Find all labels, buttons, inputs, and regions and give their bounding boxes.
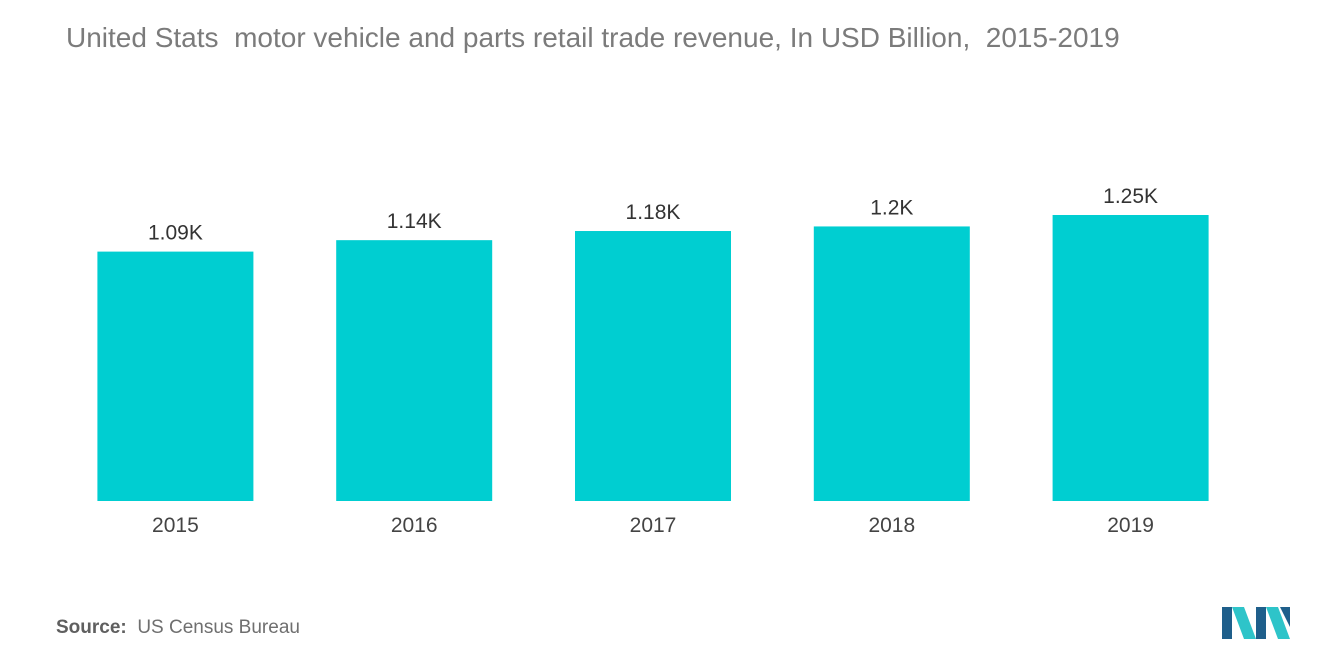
- x-tick-label-2015: 2015: [152, 514, 199, 537]
- chart-title: United Stats motor vehicle and parts ret…: [66, 22, 1120, 53]
- data-label-2017: 1.18K: [626, 201, 681, 224]
- bar-2016: [336, 240, 493, 501]
- x-tick-label-2018: 2018: [868, 514, 915, 537]
- source-key: Source:: [56, 617, 127, 638]
- data-label-2016: 1.14K: [387, 210, 442, 233]
- data-label-2018: 1.2K: [870, 196, 913, 219]
- bar-2018: [813, 226, 970, 501]
- x-tick-label-2019: 2019: [1107, 514, 1154, 537]
- source-note: Source: US Census Bureau: [56, 617, 300, 639]
- bar-2019: [1052, 215, 1209, 501]
- source-value: US Census Bureau: [137, 617, 300, 638]
- x-tick-label-2016: 2016: [391, 514, 438, 537]
- mordor-intelligence-logo-icon: [1222, 607, 1290, 639]
- bar-chart: 1.09K 2015 1.14K 2016 1.18K 2017 1.2K 2018 1.25K…: [97, 185, 1209, 537]
- x-tick-label-2017: 2017: [630, 514, 677, 537]
- data-label-2019: 1.25K: [1103, 185, 1158, 208]
- data-label-2015: 1.09K: [148, 222, 203, 245]
- bar-2015: [97, 251, 254, 501]
- bar-2017: [575, 231, 731, 502]
